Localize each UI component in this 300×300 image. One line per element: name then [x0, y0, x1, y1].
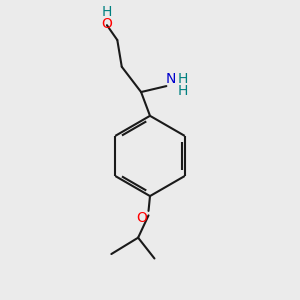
Text: H: H — [102, 5, 112, 19]
Text: H: H — [178, 72, 188, 86]
Text: O: O — [136, 212, 147, 225]
Text: N: N — [166, 72, 176, 86]
Text: O: O — [101, 17, 112, 31]
Text: H: H — [178, 84, 188, 98]
